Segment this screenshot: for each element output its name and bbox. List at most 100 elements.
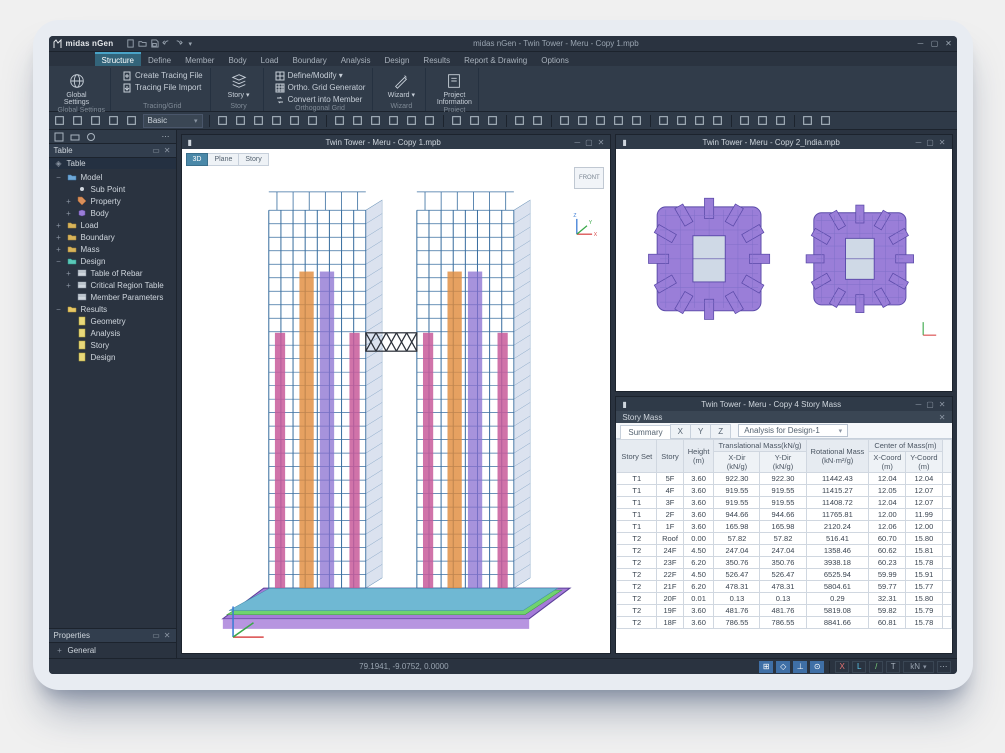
tool-cube[interactable] bbox=[89, 114, 103, 128]
qat-undo-button[interactable] bbox=[161, 39, 171, 49]
left-tool-1[interactable] bbox=[52, 130, 66, 144]
tool-lock[interactable] bbox=[53, 114, 67, 128]
qat-save-button[interactable] bbox=[149, 39, 159, 49]
tool-snap-cen[interactable] bbox=[630, 114, 644, 128]
props-close-icon[interactable]: ✕ bbox=[164, 631, 171, 640]
tool-view-right[interactable] bbox=[711, 114, 725, 128]
tool-snap-int[interactable] bbox=[594, 114, 608, 128]
tool-snap-mid[interactable] bbox=[576, 114, 590, 128]
tree-node-sub-point[interactable]: Sub Point bbox=[49, 183, 176, 195]
status-unit-combo[interactable]: kN▾ bbox=[903, 661, 933, 673]
minimize-button[interactable]: ─ bbox=[917, 40, 925, 48]
ribbon-tab-boundary[interactable]: Boundary bbox=[285, 52, 333, 66]
status-grid-button[interactable]: ⊞ bbox=[759, 661, 773, 673]
panel-close-icon[interactable]: ✕ bbox=[164, 146, 171, 155]
tool-sel-win[interactable] bbox=[216, 114, 230, 128]
ribbon-tab-body[interactable]: Body bbox=[221, 52, 253, 66]
tool-layers[interactable] bbox=[107, 114, 121, 128]
tree-root[interactable]: ◈ Table bbox=[49, 158, 176, 169]
status-osnap-button[interactable]: ⊙ bbox=[810, 661, 824, 673]
table-row[interactable]: T14F3.60919.55919.5511415.2712.0512.07 bbox=[617, 485, 951, 497]
table-subtab-summary[interactable]: Summary bbox=[620, 425, 670, 439]
tool-grid-z[interactable] bbox=[486, 114, 500, 128]
tree-node-load[interactable]: +Load bbox=[49, 219, 176, 231]
tool-hide[interactable] bbox=[738, 114, 752, 128]
table-row[interactable]: T220F0.010.130.130.2932.3115.80 bbox=[617, 593, 951, 605]
status-x-button[interactable]: X bbox=[835, 661, 849, 673]
tool-snap-perp[interactable] bbox=[612, 114, 626, 128]
status-t-button[interactable]: T bbox=[886, 661, 900, 673]
tree-node-property[interactable]: +Property bbox=[49, 195, 176, 207]
table-row[interactable]: T2Roof0.0057.8257.82516.4160.7015.80 bbox=[617, 533, 951, 545]
story-mass-table-scroll[interactable]: Story SetStoryHeight(m)Translational Mas… bbox=[616, 439, 951, 653]
tool-filter[interactable] bbox=[125, 114, 139, 128]
table-row[interactable]: T15F3.60922.30922.3011442.4312.0412.04 bbox=[617, 473, 951, 485]
tree-node-table-of-rebar[interactable]: +Table of Rebar bbox=[49, 267, 176, 279]
analysis-case-combo[interactable]: Analysis for Design-1 bbox=[738, 424, 848, 437]
ribbon-tab-structure[interactable]: Structure bbox=[95, 52, 141, 66]
tool-ghost[interactable] bbox=[756, 114, 770, 128]
ribbon-tab-analysis[interactable]: Analysis bbox=[334, 52, 378, 66]
status-slash-button[interactable]: / bbox=[869, 661, 883, 673]
create-tracing-button[interactable]: Create Tracing File bbox=[120, 70, 205, 81]
wizard-button[interactable]: Wizard ▾ bbox=[382, 70, 420, 99]
tool-copy[interactable] bbox=[801, 114, 815, 128]
table-subtab-y[interactable]: Y bbox=[690, 424, 711, 438]
define-modify-button[interactable]: Define/Modify ▾ bbox=[273, 70, 368, 81]
viewport-plan-max[interactable]: ▢ bbox=[926, 138, 934, 147]
ribbon-tab-load[interactable]: Load bbox=[254, 52, 286, 66]
panel-pin-icon[interactable]: ▭ bbox=[152, 146, 160, 155]
table-subtab-x[interactable]: X bbox=[670, 424, 691, 438]
ribbon-tab-member[interactable]: Member bbox=[178, 52, 221, 66]
tool-sel-all[interactable] bbox=[288, 114, 302, 128]
tree-node-model[interactable]: −Model bbox=[49, 171, 176, 183]
tree-node-member-parameters[interactable]: Member Parameters bbox=[49, 291, 176, 303]
tree-node-boundary[interactable]: +Boundary bbox=[49, 231, 176, 243]
tool-view-top[interactable] bbox=[675, 114, 689, 128]
ribbon-tab-results[interactable]: Results bbox=[416, 52, 457, 66]
tool-slab[interactable] bbox=[387, 114, 401, 128]
story-button[interactable]: Story ▾ bbox=[220, 70, 258, 99]
qat-dropdown-button[interactable]: ▾ bbox=[185, 39, 195, 49]
viewport-plan-close[interactable]: ✕ bbox=[939, 138, 946, 147]
table-row[interactable]: T223F6.20350.76350.763938.1860.2315.78 bbox=[617, 557, 951, 569]
left-tool-3[interactable] bbox=[84, 130, 98, 144]
qat-redo-button[interactable] bbox=[173, 39, 183, 49]
table-row[interactable]: T13F3.60919.55919.5511408.7212.0412.07 bbox=[617, 497, 951, 509]
tool-snap-end[interactable] bbox=[558, 114, 572, 128]
table-row[interactable]: T224F4.50247.04247.041358.4660.6215.81 bbox=[617, 545, 951, 557]
tree-node-story[interactable]: Story bbox=[49, 339, 176, 351]
tool-grid-y[interactable] bbox=[468, 114, 482, 128]
tracing-import-button[interactable]: Tracing File Import bbox=[120, 82, 205, 93]
props-pin-icon[interactable]: ▭ bbox=[152, 631, 160, 640]
viewport-3d[interactable]: 3DPlaneStory FRONT Z X Y bbox=[182, 149, 611, 653]
tree-node-geometry[interactable]: Geometry bbox=[49, 315, 176, 327]
tree-node-analysis[interactable]: Analysis bbox=[49, 327, 176, 339]
tool-col[interactable] bbox=[351, 114, 365, 128]
convert-member-button[interactable]: Convert into Member bbox=[273, 94, 368, 105]
tree-node-results[interactable]: −Results bbox=[49, 303, 176, 315]
tool-plane[interactable] bbox=[531, 114, 545, 128]
viewport-3d-max[interactable]: ▢ bbox=[585, 138, 593, 147]
tree-node-body[interactable]: +Body bbox=[49, 207, 176, 219]
status-l-button[interactable]: L bbox=[852, 661, 866, 673]
status-snap-button[interactable]: ◇ bbox=[776, 661, 790, 673]
tool-view-front[interactable] bbox=[693, 114, 707, 128]
ribbon-tab-options[interactable]: Options bbox=[534, 52, 576, 66]
table-panel-close[interactable]: ✕ bbox=[939, 413, 946, 422]
properties-section[interactable]: + General bbox=[54, 645, 171, 656]
maximize-button[interactable]: ▢ bbox=[931, 40, 939, 48]
tool-color[interactable] bbox=[774, 114, 788, 128]
tool-ucs[interactable] bbox=[513, 114, 527, 128]
left-tool-menu[interactable]: ⋯ bbox=[159, 130, 173, 144]
ribbon-tab-define[interactable]: Define bbox=[141, 52, 178, 66]
tool-sel-cross[interactable] bbox=[252, 114, 266, 128]
close-button[interactable]: ✕ bbox=[945, 40, 953, 48]
qat-open-button[interactable] bbox=[137, 39, 147, 49]
table-row[interactable]: T221F6.20478.31478.315804.6159.7715.77 bbox=[617, 581, 951, 593]
viewport-3d-min[interactable]: ─ bbox=[574, 138, 580, 147]
ribbon-tab-design[interactable]: Design bbox=[378, 52, 417, 66]
tool-view-iso[interactable] bbox=[657, 114, 671, 128]
tool-sel-none[interactable] bbox=[306, 114, 320, 128]
viewport-3d-close[interactable]: ✕ bbox=[598, 138, 605, 147]
